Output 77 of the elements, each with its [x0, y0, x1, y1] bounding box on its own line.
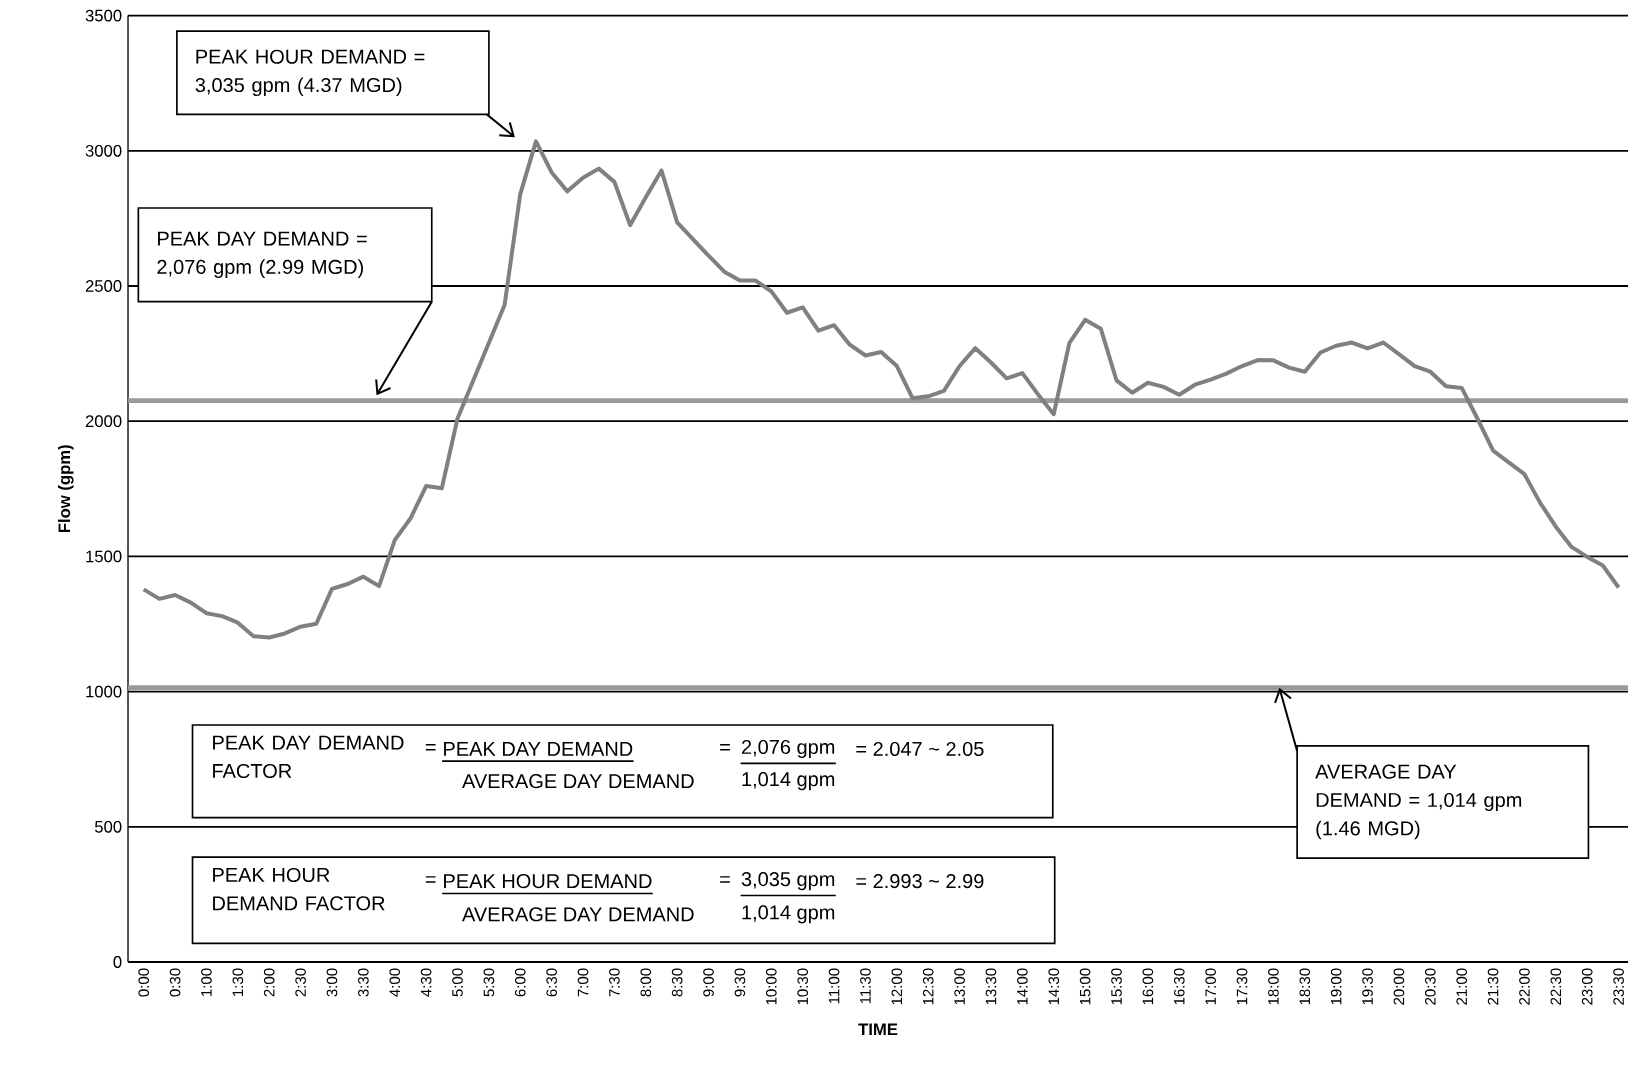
y-tick-label: 1500: [86, 550, 122, 563]
x-tick-label: 3:00: [326, 968, 338, 997]
x-tick-label: 16:00: [1142, 968, 1154, 1005]
x-axis-title: TIME: [858, 1023, 898, 1035]
x-tick-label: 20:00: [1393, 968, 1405, 1005]
x-tick-label: 6:00: [514, 968, 526, 997]
annotation: PEAK DAY DEMAND: [444, 742, 633, 756]
ref-line-label: AVERAGE DAY DEMAND = 1,014 gpm (1.46 MGD): [1315, 764, 1522, 840]
x-tick-label: 23:30: [1613, 968, 1624, 1005]
annotation: 3,035 gpm: [741, 872, 835, 891]
x-tick-label: 15:30: [1111, 968, 1122, 1005]
annotation: PEAK DAY DEMAND FACTOR: [213, 735, 404, 779]
annotation: =: [425, 744, 436, 751]
x-tick-label: 17:30: [1236, 968, 1248, 1005]
x-tick-label: 22:00: [1519, 968, 1530, 1005]
annotation: PEAK HOUR DEMAND: [444, 874, 652, 889]
annotation: AVERAGE DAY DEMAND: [462, 907, 694, 922]
x-tick-label: 17:00: [1205, 968, 1216, 1005]
x-tick-label: 19:00: [1330, 968, 1342, 1005]
x-tick-label: 13:30: [985, 968, 997, 1005]
x-tick-label: 7:30: [609, 968, 620, 997]
x-tick-label: 18:00: [1268, 968, 1279, 1005]
x-tick-label: 23:00: [1581, 968, 1593, 1005]
y-tick-label: 1000: [86, 685, 122, 698]
x-tick-label: 6:30: [546, 968, 557, 997]
annotation: AVERAGE DAY DEMAND: [462, 774, 694, 789]
x-tick-label: 11:30: [860, 968, 871, 1004]
annotation: =: [720, 744, 730, 751]
x-tick-label: 0:30: [169, 968, 181, 997]
x-tick-label: 8:00: [640, 968, 652, 997]
x-tick-label: 14:30: [1048, 968, 1060, 1005]
annotation: = 2.993 ~ 2.99: [856, 874, 984, 889]
annotation: 1,014 gpm: [742, 905, 835, 924]
x-tick-label: 7:00: [577, 968, 589, 997]
y-tick-label: 2000: [85, 415, 122, 428]
y-tick-label: 2500: [85, 280, 122, 292]
x-tick-label: 9:30: [734, 968, 746, 997]
x-tick-label: 20:30: [1425, 968, 1436, 1005]
x-tick-label: 16:30: [1173, 968, 1185, 1005]
annotation: 2,076 gpm: [741, 739, 835, 759]
x-tick-label: 0:00: [138, 968, 150, 997]
x-tick-label: 21:30: [1487, 968, 1499, 1005]
y-tick-label: 3500: [85, 9, 122, 22]
x-tick-label: 10:30: [797, 968, 809, 1005]
annotation: 1,014 gpm: [742, 772, 835, 791]
x-tick-label: 11:00: [828, 968, 840, 1004]
x-tick-label: 18:30: [1299, 968, 1311, 1005]
x-tick-label: 10:00: [766, 968, 777, 1005]
y-tick-label: 0: [113, 956, 122, 968]
annotation: PEAK HOUR DEMAND = 3,035 gpm (4.37 MGD): [195, 49, 425, 97]
annotation: =: [425, 876, 436, 883]
x-tick-label: 21:00: [1456, 968, 1468, 1005]
x-tick-label: 13:00: [954, 968, 965, 1005]
annotation: = 2.047 ~ 2.05: [856, 741, 984, 757]
x-tick-label: 2:30: [295, 968, 306, 997]
x-tick-label: 4:00: [389, 968, 401, 997]
x-tick-label: 5:00: [452, 968, 463, 997]
annotation: PEAK DAY DEMAND = 2,076 gpm (2.99 MGD): [157, 231, 367, 278]
y-tick-label: 3000: [85, 144, 122, 157]
x-tick-label: 12:30: [922, 968, 934, 1005]
x-tick-label: 8:30: [671, 968, 683, 997]
y-axis-title: Flow (gpm): [57, 445, 74, 533]
x-tick-label: 22:30: [1550, 968, 1562, 1005]
x-tick-label: 3:30: [358, 968, 369, 997]
x-tick-label: 2:00: [263, 968, 275, 997]
x-tick-label: 1:30: [232, 968, 244, 996]
y-tick-label: 500: [94, 820, 122, 833]
x-tick-label: 12:00: [891, 968, 903, 1005]
x-tick-label: 5:30: [483, 968, 495, 997]
x-tick-label: 9:00: [703, 968, 714, 997]
x-tick-label: 4:30: [420, 968, 432, 997]
x-tick-label: 19:30: [1362, 968, 1373, 1005]
x-tick-label: 15:00: [1079, 968, 1091, 1005]
annotation: PEAK HOUR DEMAND FACTOR: [213, 867, 385, 911]
x-tick-label: 14:00: [1017, 968, 1028, 1005]
x-tick-label: 1:00: [201, 968, 212, 996]
annotation: =: [720, 876, 730, 883]
